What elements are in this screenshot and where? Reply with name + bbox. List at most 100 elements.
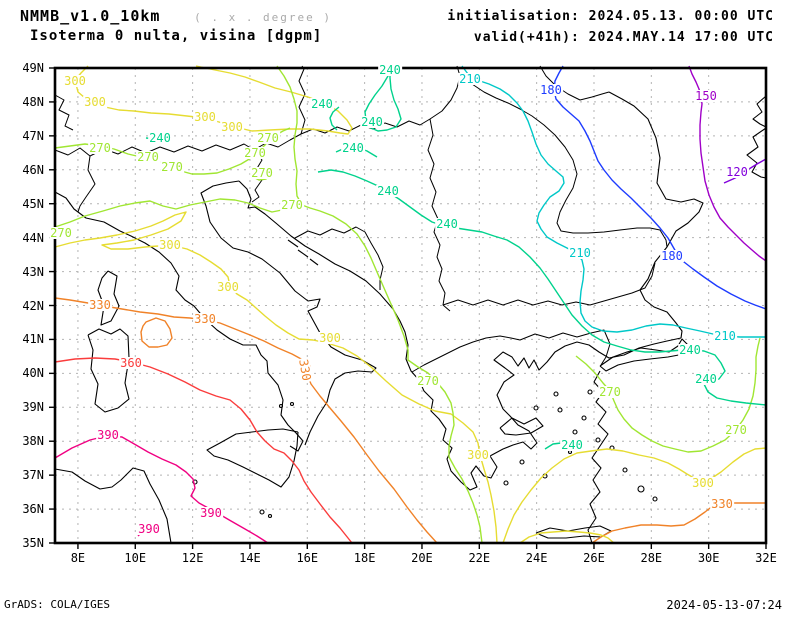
island-dot xyxy=(587,389,593,395)
creation-timestamp: 2024-05-13-07:24 xyxy=(666,598,782,612)
coastline-path xyxy=(608,91,704,339)
island-dot xyxy=(278,403,284,409)
border-path xyxy=(460,75,668,248)
lat-label-38N: 38N xyxy=(22,434,44,449)
contour-label-180: 180 xyxy=(539,83,563,97)
lat-label-36N: 36N xyxy=(22,502,44,517)
lon-label-14E: 14E xyxy=(239,551,261,565)
island-segment xyxy=(309,258,319,266)
island-dot xyxy=(267,513,273,519)
contour-label-390: 390 xyxy=(137,522,161,536)
coastline-path xyxy=(238,180,538,491)
contour-line-300 xyxy=(502,447,767,544)
initialisation-time: initialisation: 2024.05.13. 00:00 UTC xyxy=(447,9,774,24)
island-segment xyxy=(287,239,299,248)
contour-line-270 xyxy=(54,198,290,228)
contour-line-240 xyxy=(317,169,767,406)
border-path xyxy=(411,329,611,373)
island-dot xyxy=(289,401,295,407)
lon-label-12E: 12E xyxy=(181,551,204,565)
contour-label-330: 330 xyxy=(296,357,314,383)
island-dot xyxy=(557,407,563,413)
coastline-path xyxy=(746,127,767,179)
coastline-path xyxy=(54,467,172,544)
lat-label-45N: 45N xyxy=(22,196,44,211)
contour-label-150: 150 xyxy=(694,89,718,103)
contour-label-390: 390 xyxy=(96,428,120,442)
contour-label-240: 240 xyxy=(678,343,702,357)
border-path xyxy=(54,94,74,131)
island-dot xyxy=(652,496,658,502)
lon-label-28E: 28E xyxy=(640,551,663,565)
contour-line-270 xyxy=(276,65,483,544)
contour-label-300: 300 xyxy=(220,120,244,134)
lat-label-48N: 48N xyxy=(22,94,44,109)
contour-label-240: 240 xyxy=(148,131,172,145)
contour-label-270: 270 xyxy=(280,198,304,212)
lat-label-44N: 44N xyxy=(22,230,44,245)
coastline-path xyxy=(206,428,299,488)
lat-label-47N: 47N xyxy=(22,128,44,143)
contour-label-270: 270 xyxy=(598,385,622,399)
contour-label-270: 270 xyxy=(250,166,274,180)
border-path xyxy=(442,262,656,306)
border-path xyxy=(54,147,96,213)
coastline-path xyxy=(599,338,690,372)
contour-label-390: 390 xyxy=(199,506,223,520)
lat-label-43N: 43N xyxy=(22,264,44,279)
island-dot xyxy=(637,485,645,493)
contour-line-240 xyxy=(364,65,402,132)
contour-label-330: 330 xyxy=(88,298,112,312)
lon-label-24E: 24E xyxy=(525,551,548,565)
contour-label-120: 120 xyxy=(725,165,749,179)
lon-label-20E: 20E xyxy=(411,551,433,565)
valid-time: valid(+41h): 2024.MAY.14 17:00 UTC xyxy=(473,30,774,45)
coastline-path xyxy=(97,270,120,326)
coastline-path xyxy=(752,95,767,128)
contour-label-300: 300 xyxy=(158,238,182,252)
contour-label-270: 270 xyxy=(256,131,280,145)
contour-label-270: 270 xyxy=(88,141,112,155)
contour-label-180: 180 xyxy=(660,249,684,263)
border-path xyxy=(298,65,306,135)
contour-label-300: 300 xyxy=(216,280,240,294)
grid-resolution-note: ( . x . degree ) xyxy=(194,11,333,24)
contour-label-300: 300 xyxy=(193,110,217,124)
lat-label-39N: 39N xyxy=(22,400,44,415)
lat-label-46N: 46N xyxy=(22,162,44,177)
grads-credit: GrADS: COLA/IGES xyxy=(4,598,110,611)
island-dot xyxy=(572,429,578,435)
island-dot xyxy=(595,437,601,443)
border-path xyxy=(427,118,451,312)
island-dot xyxy=(259,509,265,515)
contour-line-330 xyxy=(140,317,173,348)
model-title: NMMB_v1.0_10km xyxy=(20,7,161,25)
lon-label-18E: 18E xyxy=(353,551,376,565)
contour-label-270: 270 xyxy=(416,374,440,388)
contour-line-180 xyxy=(553,65,767,310)
island-segment xyxy=(297,249,309,258)
contour-label-240: 240 xyxy=(694,372,718,386)
border-path xyxy=(539,65,610,101)
coastline-path xyxy=(87,328,130,413)
contour-line-390 xyxy=(54,435,269,544)
lat-label-35N: 35N xyxy=(22,536,44,550)
lon-label-26E: 26E xyxy=(583,551,605,565)
contour-label-270: 270 xyxy=(160,160,184,174)
lat-label-41N: 41N xyxy=(22,332,44,347)
lat-label-49N: 49N xyxy=(22,61,44,75)
island-dot xyxy=(581,415,587,421)
lat-label-37N: 37N xyxy=(22,468,44,483)
lon-label-10E: 10E xyxy=(124,551,147,565)
contour-label-360: 360 xyxy=(119,356,143,370)
border-path xyxy=(294,226,384,290)
contour-label-240: 240 xyxy=(341,141,365,155)
contour-label-240: 240 xyxy=(360,115,384,129)
contour-label-300: 300 xyxy=(466,448,490,462)
small-islands xyxy=(192,239,658,519)
lat-label-42N: 42N xyxy=(22,298,44,313)
contour-label-240: 240 xyxy=(560,438,584,452)
lon-label-30E: 30E xyxy=(697,551,720,565)
coastline-path xyxy=(493,337,682,410)
field-subtitle: Isoterma 0 nulta, visina [dgpm] xyxy=(30,28,323,44)
